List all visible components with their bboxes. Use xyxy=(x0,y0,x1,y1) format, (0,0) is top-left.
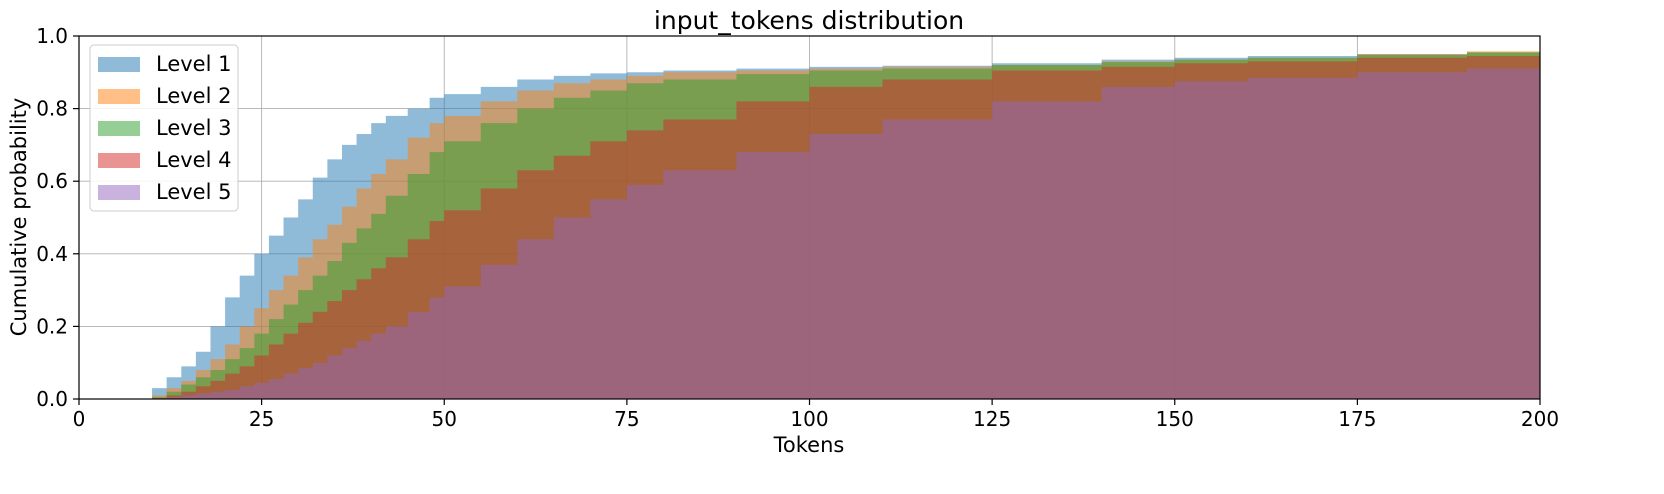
chart-title: input_tokens distribution xyxy=(654,6,964,35)
legend-swatch-level-5 xyxy=(98,185,140,200)
x-tick-label-5: 125 xyxy=(973,407,1011,431)
legend-label-level-2: Level 2 xyxy=(156,84,231,108)
x-axis-ticks: 0 25 50 75 100 125 150 175 200 xyxy=(73,399,1559,431)
legend: Level 1 Level 2 Level 3 Level 4 Level 5 xyxy=(89,44,239,212)
y-tick-label-5: 1.0 xyxy=(36,24,68,48)
legend-swatch-level-2 xyxy=(98,89,140,104)
y-tick-label-0: 0.0 xyxy=(36,387,68,411)
legend-swatch-level-4 xyxy=(98,153,140,168)
y-tick-label-2: 0.4 xyxy=(36,242,68,266)
y-tick-label-4: 0.8 xyxy=(36,97,68,121)
x-tick-label-2: 50 xyxy=(432,407,457,431)
legend-swatch-level-3 xyxy=(98,121,140,136)
series-area-level-5 xyxy=(137,66,1541,399)
x-tick-label-4: 100 xyxy=(790,407,828,431)
x-tick-label-6: 150 xyxy=(1156,407,1194,431)
legend-label-level-3: Level 3 xyxy=(156,116,231,140)
x-tick-label-3: 75 xyxy=(614,407,639,431)
legend-label-level-5: Level 5 xyxy=(156,180,231,204)
y-axis-label: Cumulative probability xyxy=(7,98,31,337)
legend-label-level-4: Level 4 xyxy=(156,148,231,172)
legend-label-level-1: Level 1 xyxy=(156,52,231,76)
x-tick-label-0: 0 xyxy=(73,407,86,431)
y-tick-label-3: 0.6 xyxy=(36,169,68,193)
series-layer xyxy=(137,49,1541,400)
x-tick-label-7: 175 xyxy=(1338,407,1376,431)
x-axis-label: Tokens xyxy=(773,433,845,457)
legend-swatch-level-1 xyxy=(98,57,140,72)
legend-box xyxy=(89,44,239,212)
x-tick-label-8: 200 xyxy=(1521,407,1559,431)
y-tick-label-1: 0.2 xyxy=(36,314,68,338)
y-axis-ticks: 0.0 0.2 0.4 0.6 0.8 1.0 xyxy=(36,24,79,411)
x-tick-label-1: 25 xyxy=(249,407,274,431)
